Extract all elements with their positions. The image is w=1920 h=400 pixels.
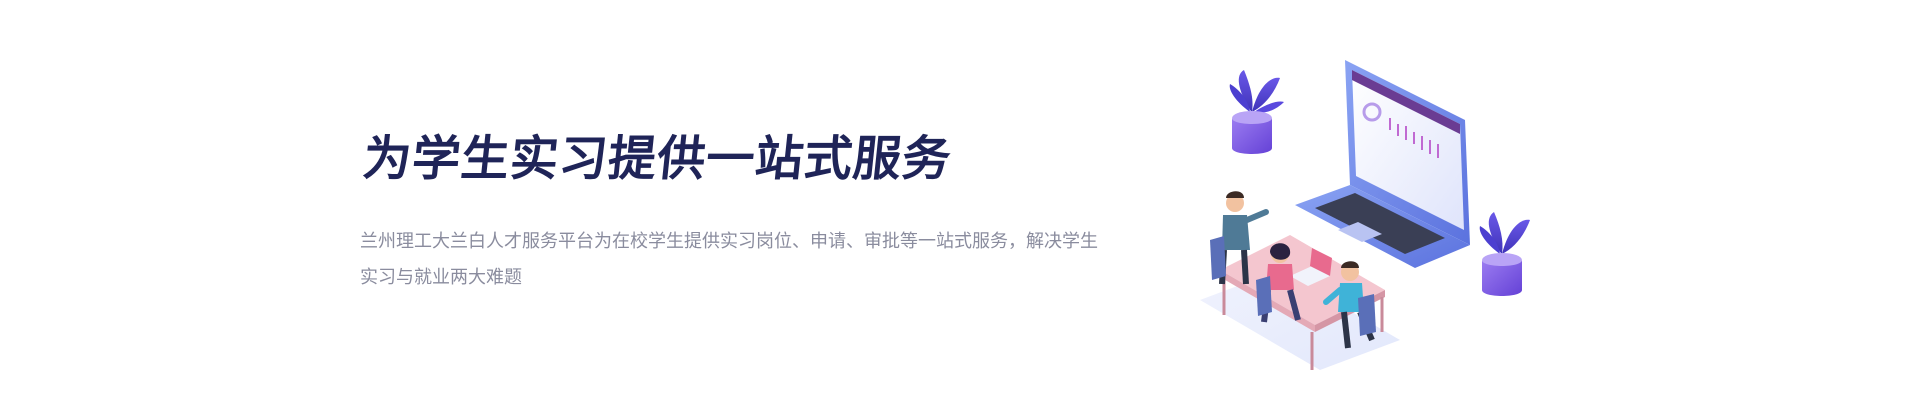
plant-icon xyxy=(1229,70,1284,154)
hero-headline: 为学生实习提供一站式服务 xyxy=(360,131,955,187)
person-icon xyxy=(1256,243,1301,323)
plant-icon xyxy=(1479,212,1530,296)
team-illustration xyxy=(1200,60,1530,370)
hero-description: 兰州理工大兰白人才服务平台为在校学生提供实习岗位、申请、审批等一站式服务，解决学… xyxy=(360,231,1098,288)
laptop-icon xyxy=(1295,60,1470,268)
hero-text-block: 为学生实习提供一站式服务 兰州理工大兰白人才服务平台为在校学生提供实习岗位、申请… xyxy=(360,128,1120,296)
person-icon xyxy=(1323,261,1376,349)
person-icon xyxy=(1210,191,1269,285)
chart-icon xyxy=(1362,102,1439,158)
